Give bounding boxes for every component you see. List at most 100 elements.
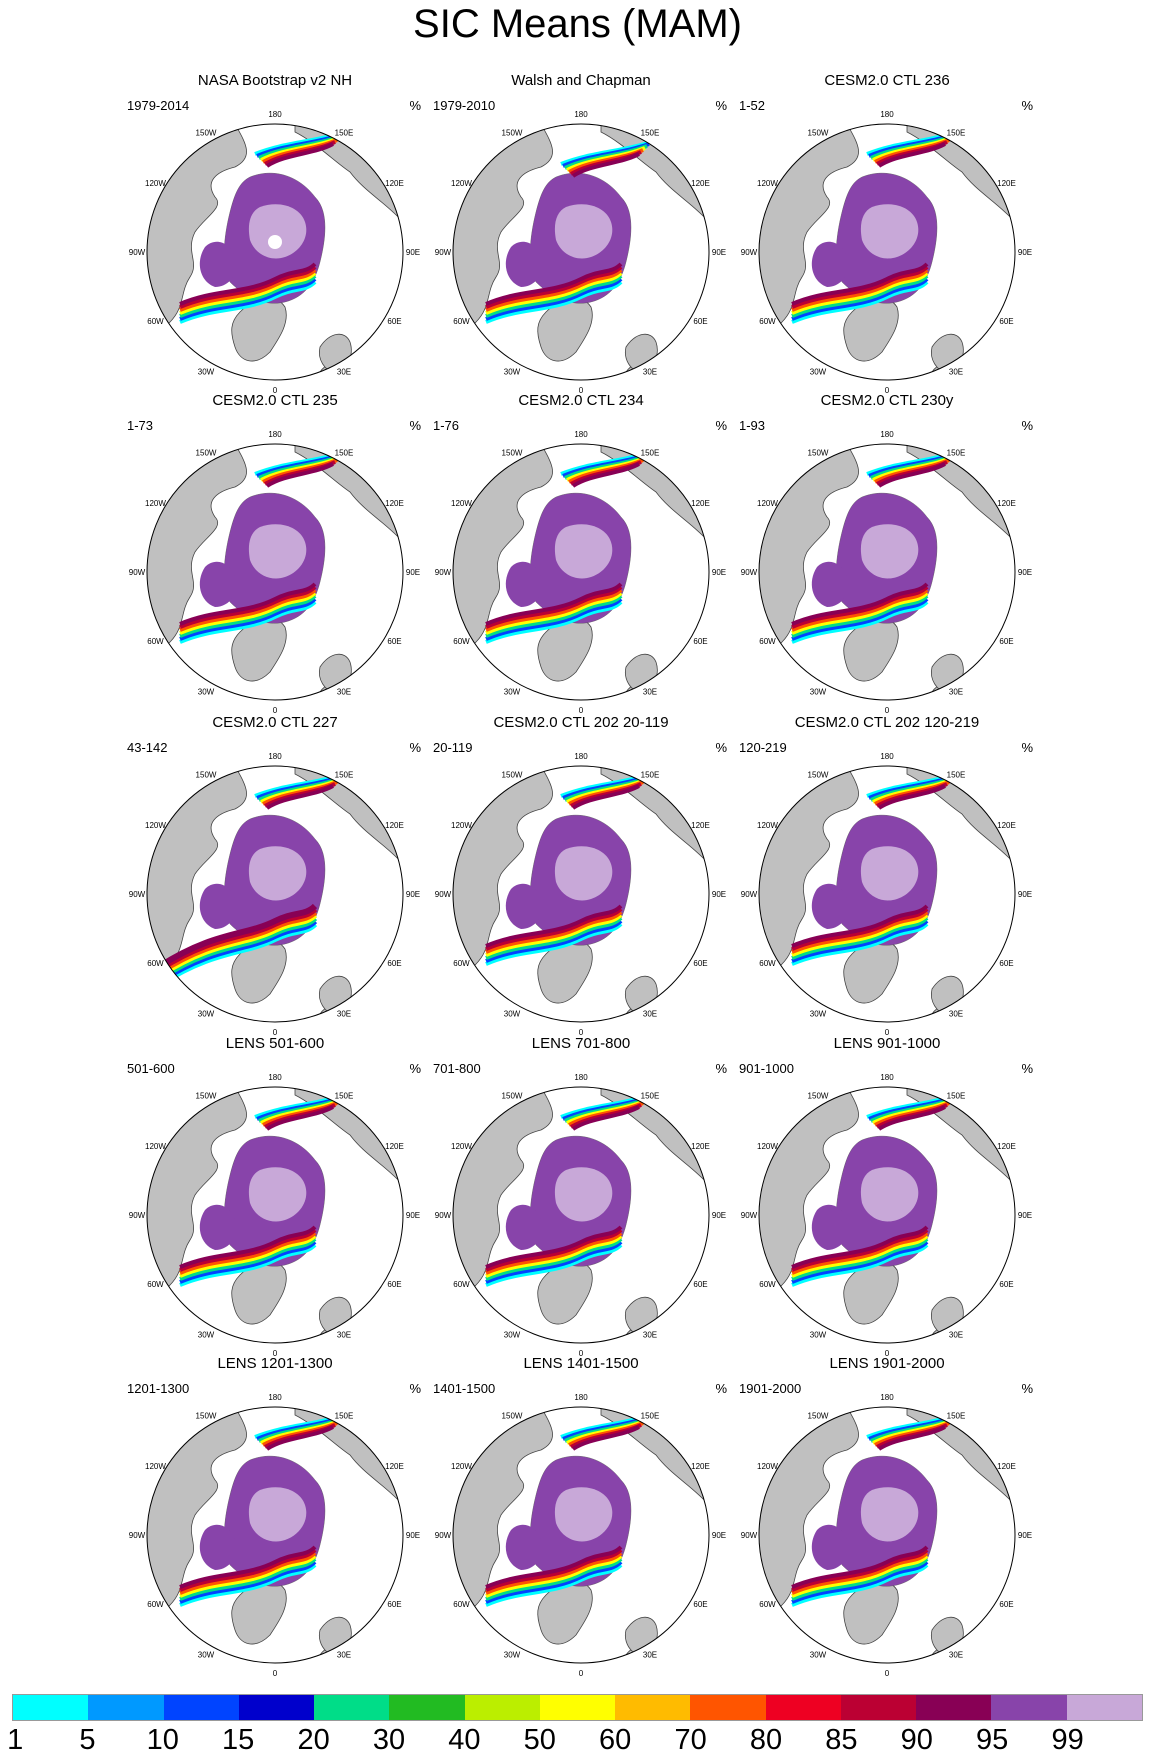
ice-edge-atlantic bbox=[791, 271, 929, 315]
sea-ice-archipelago bbox=[811, 883, 849, 929]
lon-label: 150W bbox=[808, 1091, 829, 1100]
panel-unit: % bbox=[409, 418, 421, 433]
lon-label: 120W bbox=[451, 499, 472, 508]
map-panel: CESM2.0 CTL 227 43-142% 180 150E 120E 90E 60E 3… bbox=[115, 714, 435, 1042]
lon-label: 30E bbox=[949, 1331, 963, 1340]
lon-label: 150E bbox=[641, 128, 660, 137]
ice-edge-atlantic bbox=[791, 910, 929, 954]
map-panel: CESM2.0 CTL 234 1-76% 180 150E 120E 90E 60E 30E… bbox=[421, 392, 741, 720]
ice-edge-atlantic bbox=[791, 582, 929, 626]
lon-label: 30W bbox=[198, 1651, 215, 1660]
sea-ice-pack bbox=[248, 1167, 307, 1222]
map-panel: NASA Bootstrap v2 NH 1979-2014% 180 150E 120… bbox=[115, 72, 435, 400]
lon-label: 60E bbox=[999, 637, 1013, 646]
sea-ice-archipelago bbox=[811, 1204, 849, 1250]
lon-label: 120E bbox=[691, 821, 710, 830]
lon-label: 90W bbox=[435, 1211, 452, 1220]
lon-label: 30E bbox=[949, 688, 963, 697]
ice-edge-atlantic bbox=[485, 268, 623, 312]
lon-label: 30W bbox=[810, 368, 827, 377]
lon-label: 30E bbox=[643, 368, 657, 377]
lon-label: 120E bbox=[385, 499, 404, 508]
map-panel: LENS 1201-1300 1201-1300% 180 150E 120E 90E 60… bbox=[115, 1355, 435, 1683]
ice-edge-atlantic bbox=[179, 588, 317, 632]
lon-label: 90E bbox=[1018, 1531, 1032, 1540]
panel-title: LENS 1201-1300 bbox=[217, 1355, 333, 1372]
lon-label: 150E bbox=[335, 448, 354, 457]
panel-period: 1-93 bbox=[739, 418, 766, 433]
ice-edge-atlantic bbox=[179, 594, 317, 638]
panel-title: LENS 701-800 bbox=[531, 1035, 631, 1052]
ice-edge-atlantic bbox=[791, 265, 929, 309]
lon-label: 150E bbox=[335, 128, 354, 137]
lon-label: 90W bbox=[741, 1211, 758, 1220]
panel-title: LENS 501-600 bbox=[225, 1035, 325, 1052]
ice-edge-atlantic bbox=[485, 1243, 623, 1287]
lon-label: 120W bbox=[145, 1462, 166, 1471]
sea-ice-pack bbox=[554, 204, 613, 259]
lon-label: 60E bbox=[999, 317, 1013, 326]
ice-edge-atlantic bbox=[791, 1551, 929, 1595]
ice-edge-atlantic bbox=[485, 265, 623, 309]
lon-label: 120E bbox=[997, 179, 1016, 188]
lon-label: 120E bbox=[385, 179, 404, 188]
ice-edge-atlantic bbox=[158, 903, 318, 969]
ice-edge-atlantic bbox=[485, 922, 623, 966]
sea-ice-archipelago bbox=[505, 561, 543, 607]
ice-edge-atlantic bbox=[791, 1563, 929, 1607]
polar-map: 180 150E 120E 90E 60E 30E 0 30W 60W 90W 120W 150W bbox=[129, 430, 420, 715]
colorbar-label: 70 bbox=[674, 1724, 707, 1756]
ice-edge-atlantic bbox=[179, 1548, 317, 1592]
lon-label: 150W bbox=[196, 1411, 217, 1420]
ice-edge-atlantic bbox=[485, 277, 623, 321]
lon-label: 120W bbox=[757, 1462, 778, 1471]
map-boundary bbox=[758, 1086, 1016, 1344]
lon-label: 180 bbox=[880, 1393, 894, 1402]
panel-unit: % bbox=[715, 1061, 727, 1076]
lon-label: 150E bbox=[641, 1411, 660, 1420]
lon-label: 90E bbox=[406, 1211, 420, 1220]
panel-period: 1979-2010 bbox=[433, 98, 496, 113]
ice-edge-atlantic bbox=[485, 1228, 623, 1272]
colorbar-box bbox=[539, 1695, 616, 1720]
polar-map: 180 150E 120E 90E 60E 30E 0 30W 60W 90W 120W 150W bbox=[435, 110, 726, 395]
lon-label: 0 bbox=[579, 1349, 584, 1358]
map-panel: CESM2.0 CTL 235 1-73% 180 150E 120E 90E 60E 30E… bbox=[115, 392, 435, 720]
lon-label: 120W bbox=[451, 179, 472, 188]
map-panel: LENS 501-600 501-600% 180 150E 120E 90E 60E 30E… bbox=[115, 1035, 435, 1363]
lon-label: 150W bbox=[196, 770, 217, 779]
lon-label: 0 bbox=[885, 386, 890, 395]
ice-edge-atlantic bbox=[485, 1231, 623, 1275]
lon-label: 60W bbox=[147, 959, 164, 968]
panel-title: CESM2.0 CTL 236 bbox=[824, 72, 950, 89]
ice-edge-atlantic bbox=[791, 1545, 929, 1589]
land-mass bbox=[759, 1407, 859, 1636]
lon-label: 60E bbox=[387, 637, 401, 646]
ice-edge-pacific bbox=[571, 152, 640, 178]
land-mass bbox=[147, 1087, 247, 1316]
lon-label: 120W bbox=[757, 499, 778, 508]
ice-edge-atlantic bbox=[179, 262, 317, 306]
panel-unit: % bbox=[1021, 98, 1033, 113]
lon-label: 60E bbox=[387, 959, 401, 968]
panel-period: 901-1000 bbox=[739, 1061, 794, 1076]
lon-label: 90E bbox=[712, 248, 726, 257]
ice-edge-pacific bbox=[877, 462, 946, 488]
lon-label: 60W bbox=[453, 1280, 470, 1289]
sea-ice-archipelago bbox=[811, 561, 849, 607]
panel-title: Walsh and Chapman bbox=[511, 72, 651, 89]
lon-label: 0 bbox=[885, 1349, 890, 1358]
land-mass bbox=[759, 766, 859, 995]
ice-edge-atlantic bbox=[485, 904, 623, 948]
lon-label: 30E bbox=[337, 688, 351, 697]
lon-label: 120W bbox=[145, 499, 166, 508]
lon-label: 90W bbox=[129, 1211, 146, 1220]
sea-ice-pack bbox=[554, 524, 613, 579]
ice-edge-atlantic bbox=[485, 913, 623, 957]
sea-ice-archipelago bbox=[199, 883, 237, 929]
ice-edge-atlantic bbox=[791, 916, 929, 960]
ice-edge-atlantic bbox=[791, 280, 929, 324]
polar-map: 180 150E 120E 90E 60E 30E 0 30W 60W 90W 120W 150W bbox=[129, 752, 420, 1037]
map-boundary bbox=[758, 123, 1016, 381]
sea-ice-pack bbox=[860, 524, 919, 579]
